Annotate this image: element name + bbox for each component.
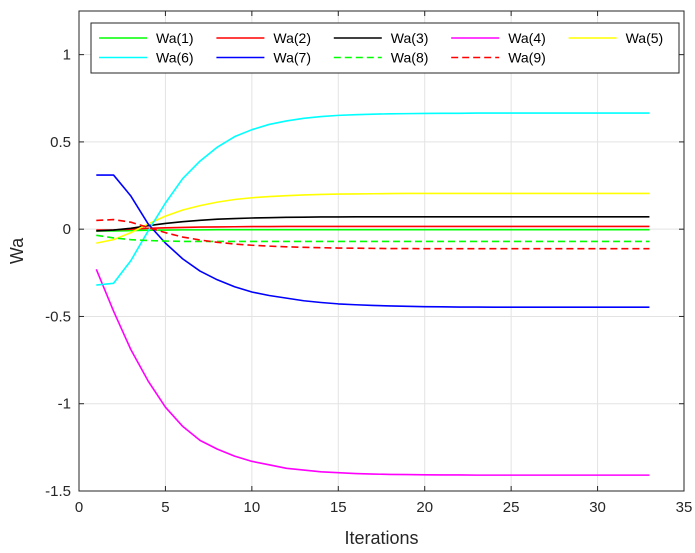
legend-label: Wa(5) [626, 30, 664, 46]
x-tick-label: 0 [75, 499, 83, 516]
series-line-wa7 [96, 174, 650, 309]
y-axis-label: Wa [7, 237, 27, 264]
x-tick-label: 10 [244, 499, 261, 516]
y-tick-label: -0.5 [45, 308, 71, 325]
legend-label: Wa(6) [156, 50, 194, 66]
y-tick-label: 1 [63, 47, 71, 64]
x-axis-label: Iterations [344, 528, 418, 548]
legend-label: Wa(3) [391, 30, 429, 46]
y-tick-label: 0 [63, 221, 71, 238]
x-tick-label: 30 [589, 499, 606, 516]
series-line-wa8 [96, 234, 650, 243]
x-tick-label: 15 [330, 499, 347, 516]
legend-label: Wa(1) [156, 30, 194, 46]
series-line-wa5 [96, 192, 650, 244]
series-line-wa4 [95, 269, 650, 476]
x-tick-label: 35 [676, 499, 693, 516]
series-line-wa1 [96, 228, 650, 232]
plot-frame [78, 10, 685, 492]
y-tick-label: -1 [58, 396, 71, 413]
y-tick-label: 0.5 [50, 134, 71, 151]
series-line-wa2 [96, 225, 650, 231]
legend-box [90, 22, 680, 74]
plot-series [95, 112, 650, 476]
series-line-wa9 [96, 218, 650, 250]
axis-ticks: 0 5 10 15 20 25 30 35 -1.5 -1 -0.5 0 0.5 1 [45, 11, 692, 516]
legend-label: Wa(2) [273, 30, 311, 46]
legend-label: Wa(4) [508, 30, 546, 46]
y-tick-label: -1.5 [45, 483, 71, 500]
x-tick-label: 25 [503, 499, 520, 516]
legend-label: Wa(8) [391, 50, 429, 66]
legend-label: Wa(9) [508, 50, 546, 66]
legend: Wa(1) Wa(2) Wa(3) Wa(4) Wa(5) Wa(6) Wa(7) Wa(8)… [90, 22, 680, 74]
series-line-wa3 [96, 215, 650, 232]
x-tick-label: 5 [161, 499, 169, 516]
legend-label: Wa(7) [273, 50, 311, 66]
x-tick-label: 20 [416, 499, 433, 516]
series-line-wa6 [96, 112, 650, 286]
grid [78, 11, 685, 492]
